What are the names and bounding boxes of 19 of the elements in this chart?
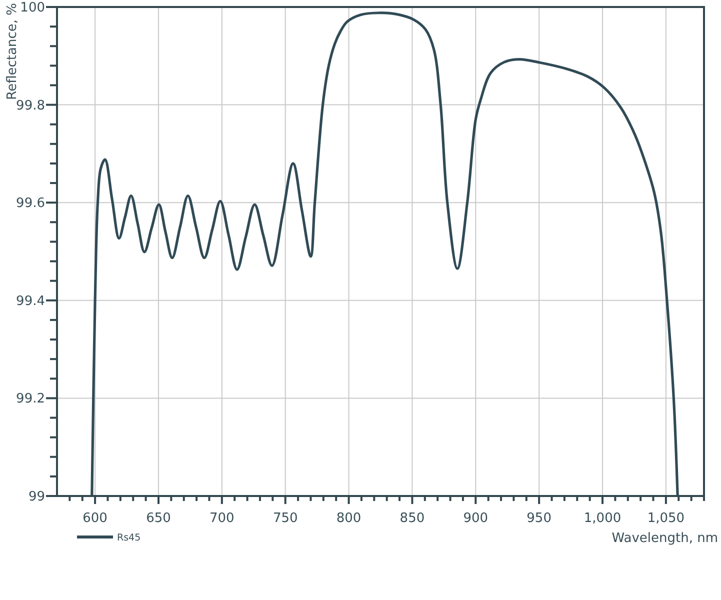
x-tick-label: 1,050: [647, 511, 685, 526]
x-tick-label: 800: [336, 511, 362, 526]
y-tick-label: 99.8: [16, 98, 45, 114]
x-tick-label: 650: [146, 511, 171, 526]
x-tick-label: 950: [526, 511, 552, 526]
y-tick-label: 100: [20, 0, 45, 16]
x-tick-label: 700: [210, 511, 234, 526]
y-tick-label: 99.4: [16, 294, 45, 309]
y-tick-label: 99: [28, 490, 45, 504]
x-tick-label: 850: [400, 511, 425, 526]
x-tick-label: 750: [272, 511, 298, 526]
x-axis-title: Wavelength, nm: [612, 531, 718, 546]
y-axis-title: Reflectance, %: [5, 3, 20, 100]
x-tick-label: 600: [82, 511, 108, 526]
y-tick-label: 99.2: [16, 392, 45, 407]
y-tick-label: 99.6: [16, 196, 45, 212]
x-tick-label: 900: [463, 511, 488, 526]
legend-label: Rs45: [117, 532, 141, 544]
x-tick-label: 1,000: [584, 511, 622, 526]
